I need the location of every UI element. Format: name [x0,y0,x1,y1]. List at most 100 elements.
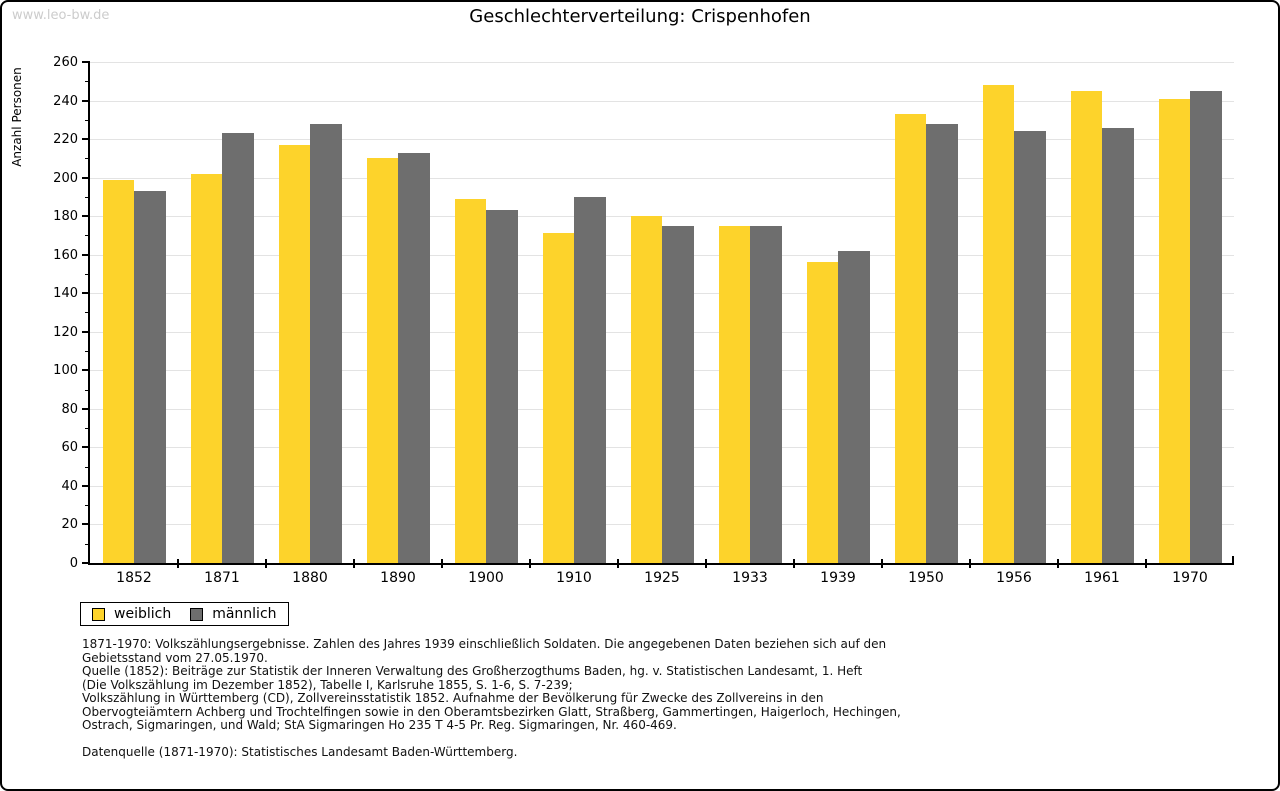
y-axis-tick-label-60: 60 [61,440,78,455]
gridline-220 [90,139,1234,140]
x-axis-tick-1890 [353,559,355,568]
footnote-source-block: 1871-1970: Volkszählungsergebnisse. Zahl… [82,637,901,733]
y-axis-tick-100 [82,369,90,371]
x-axis-label-1939: 1939 [820,570,856,586]
bar-weiblich-1900 [454,199,486,563]
y-axis-tick-130 [85,312,90,313]
y-axis-tick-30 [85,505,90,506]
bar-weiblich-1880 [278,145,310,563]
gridline-260 [90,62,1234,63]
y-axis-tick-150 [85,274,90,275]
gridline-240 [90,101,1234,102]
x-axis-label-1925: 1925 [644,570,680,586]
y-axis-tick-label-260: 260 [53,55,78,70]
y-axis-tick-140 [82,292,90,294]
x-axis-label-1880: 1880 [292,570,328,586]
x-axis-tick-1970 [1145,559,1147,568]
footnote-line-1: 1871-1970: Volkszählungsergebnisse. Zahl… [82,637,887,651]
legend-swatch-weiblich [92,607,105,621]
x-axis-line [88,563,1234,565]
y-axis-tick-label-140: 140 [53,286,78,301]
x-axis-label-1852: 1852 [116,570,152,586]
bar-männlich-1970 [1190,91,1222,563]
y-axis-tick-250 [85,81,90,82]
bar-weiblich-1961 [1070,91,1102,563]
x-axis-tick-1880 [265,559,267,568]
y-axis-tick-170 [85,235,90,236]
legend-swatch-männlich [190,607,204,621]
bar-weiblich-1890 [366,158,398,563]
y-axis-tick-20 [82,523,90,525]
y-axis-tick-210 [85,158,90,159]
footnote-dataquelle-line-1: Datenquelle (1871-1970): Statistisches L… [82,744,518,759]
y-axis-line [88,62,90,565]
bar-männlich-1890 [398,153,430,563]
y-axis-tick-label-220: 220 [53,132,78,147]
y-axis-tick-label-0: 0 [69,556,78,571]
y-axis-tick-60 [82,446,90,448]
bar-männlich-1852 [134,191,166,563]
bar-weiblich-1939 [806,262,838,563]
footnote-line-5: Volkszählung in Württemberg (CD), Zollve… [82,691,824,705]
y-axis-tick-180 [82,215,90,217]
watermark-leo-bw: www.leo-bw.de [12,8,110,23]
y-axis-tick-220 [82,138,90,140]
y-axis-tick-40 [82,485,90,487]
bar-weiblich-1950 [894,114,926,563]
x-axis-label-1933: 1933 [732,570,768,586]
x-axis-label-1900: 1900 [468,570,504,586]
bar-weiblich-1871 [190,174,222,563]
y-axis-tick-260 [82,61,90,63]
bar-männlich-1961 [1102,128,1134,563]
y-axis-tick-160 [82,254,90,256]
footnotes: 1871-1970: Volkszählungsergebnisse. Zahl… [82,637,901,759]
bar-weiblich-1956 [982,85,1014,563]
y-axis-tick-90 [85,390,90,391]
y-axis-tick-50 [85,467,90,468]
bar-männlich-1910 [574,197,606,563]
bar-männlich-1950 [926,124,958,563]
bar-männlich-1880 [310,124,342,563]
bar-weiblich-1970 [1158,99,1190,563]
x-axis-tick-1939 [793,559,795,568]
legend-label-weiblich: weiblich [114,606,172,622]
y-axis-tick-label-240: 240 [53,94,78,109]
x-axis-label-1910: 1910 [556,570,592,586]
y-axis-tick-label-160: 160 [53,248,78,263]
footnote-line-7: Ostrach, Sigmaringen, und Wald; StA Sigm… [82,718,677,732]
footnote-line-2: Gebietsstand vom 27.05.1970. [82,650,268,665]
x-axis-tick-1925 [617,559,619,568]
x-axis-label-1961: 1961 [1084,570,1120,586]
footnote-line-3: Quelle (1852): Beiträge zur Statistik de… [82,664,863,678]
y-axis-tick-label-120: 120 [53,325,78,340]
x-axis-label-1890: 1890 [380,570,416,586]
x-axis-tick-1956 [969,559,971,568]
y-axis-tick-80 [82,408,90,410]
y-axis-tick-0 [82,562,90,564]
y-axis-tick-190 [85,197,90,198]
x-axis-label-1970: 1970 [1172,570,1208,586]
y-axis-tick-240 [82,100,90,102]
x-axis-label-1871: 1871 [204,570,240,586]
bar-männlich-1933 [750,226,782,563]
footnote-line-4: (Die Volkszählung im Dezember 1852), Tab… [82,677,573,692]
x-axis-tick-1910 [529,559,531,568]
footnote-line-6: Obervogteiämtern Achberg und Trochtelfin… [82,704,901,719]
y-axis-tick-120 [82,331,90,333]
bar-männlich-1956 [1014,131,1046,563]
y-axis-tick-70 [85,428,90,429]
bar-weiblich-1910 [542,233,574,563]
bar-männlich-1939 [838,251,870,563]
x-axis-tick-1961 [1057,559,1059,568]
x-axis-tick-1950 [881,559,883,568]
gridline-200 [90,178,1234,179]
y-axis-tick-label-180: 180 [53,209,78,224]
y-axis-tick-110 [85,351,90,352]
bar-männlich-1925 [662,226,694,563]
x-axis-label-1956: 1956 [996,570,1032,586]
y-axis-tick-10 [85,544,90,545]
y-axis-tick-label-20: 20 [61,517,78,532]
x-axis-tick-1871 [177,559,179,568]
bar-weiblich-1925 [630,216,662,563]
bar-männlich-1871 [222,133,254,563]
